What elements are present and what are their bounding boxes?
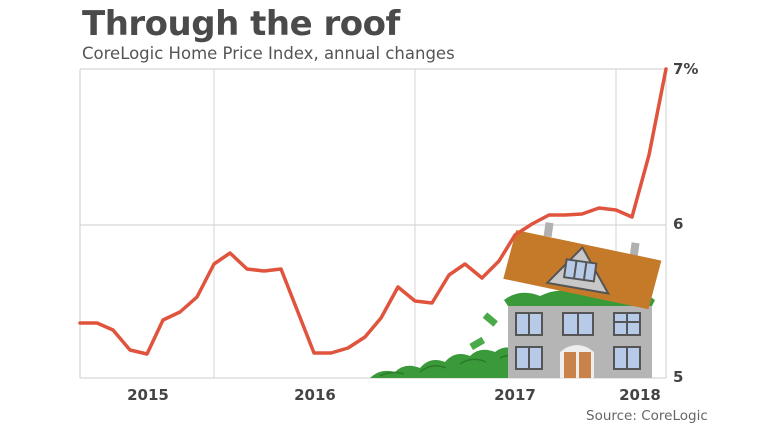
hpi-line [78, 67, 668, 356]
grid [79, 68, 667, 379]
source-note: Source: CoreLogic [586, 408, 708, 424]
y-tick-7: 7% [673, 60, 699, 78]
x-tick-2015: 2015 [127, 386, 169, 404]
x-tick-2018: 2018 [619, 386, 661, 404]
chart-title: Through the roof [82, 4, 400, 44]
x-tick-2016: 2016 [294, 386, 336, 404]
chart-subtitle: CoreLogic Home Price Index, annual chang… [82, 44, 455, 63]
y-tick-6: 6 [673, 215, 684, 233]
y-tick-5: 5 [673, 368, 684, 386]
house-illustration [503, 222, 662, 378]
x-tick-2017: 2017 [494, 386, 536, 404]
